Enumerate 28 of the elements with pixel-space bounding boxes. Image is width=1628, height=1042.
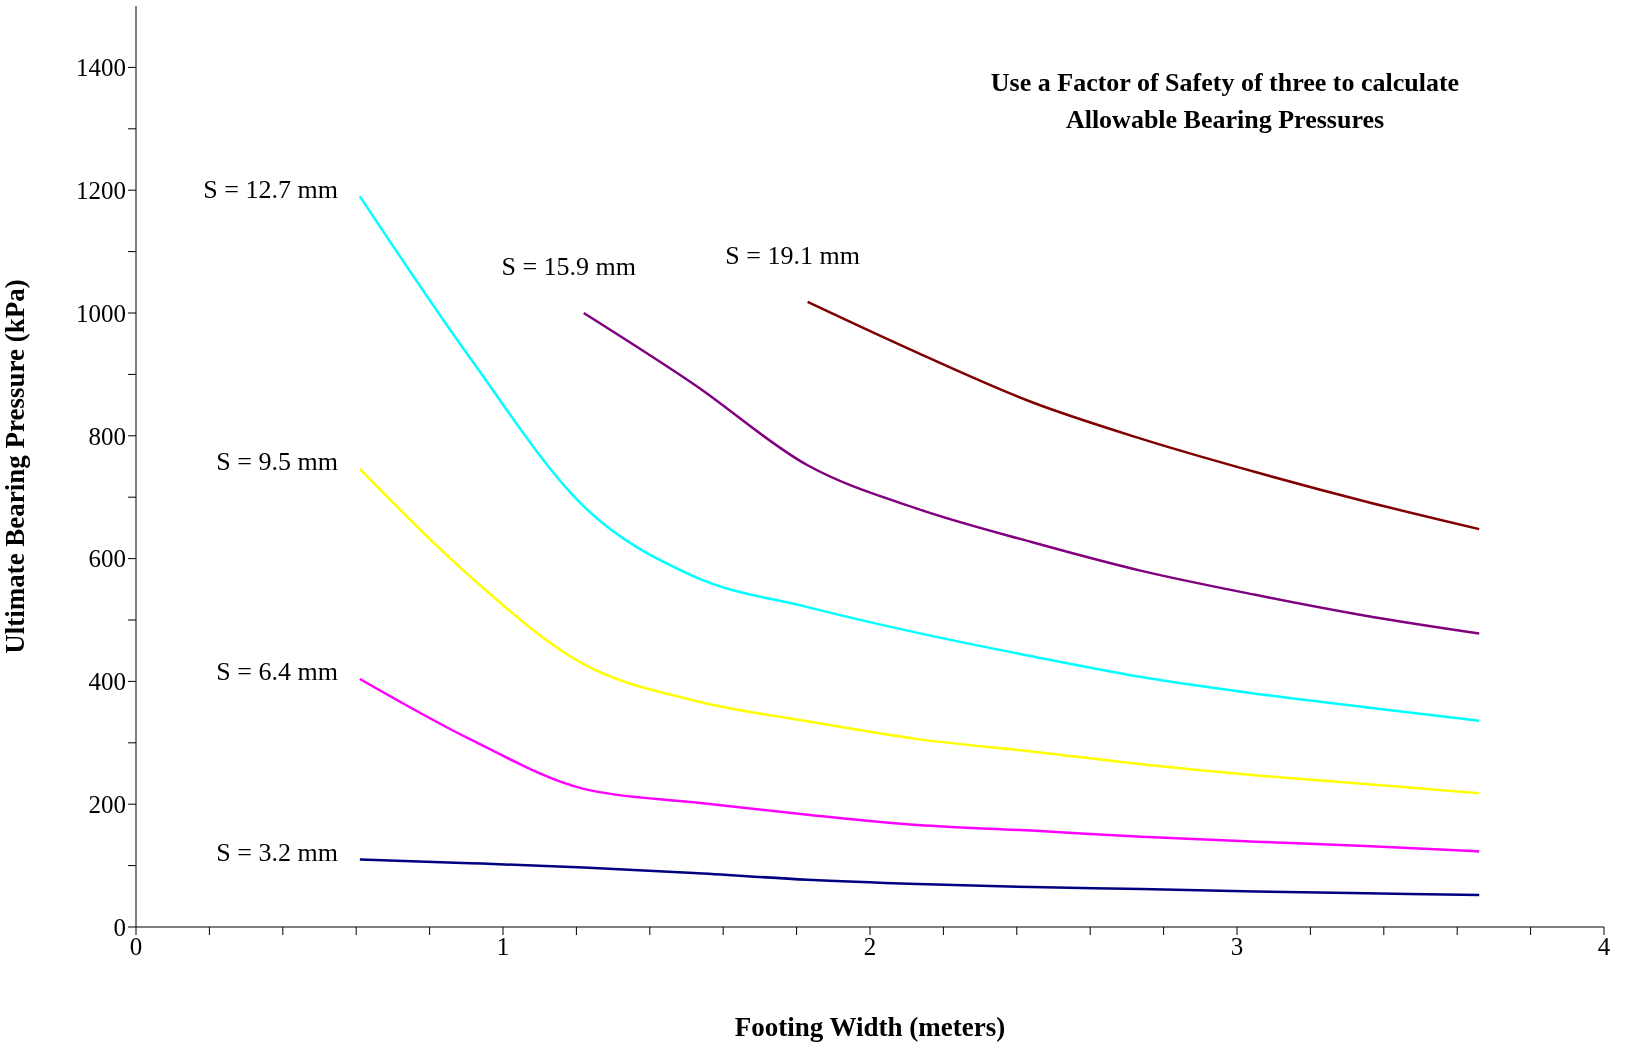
- y-tick-label: 1400: [76, 54, 126, 82]
- x-axis-title: Footing Width (meters): [734, 1012, 1006, 1042]
- y-tick-label: 1200: [76, 177, 126, 205]
- line-series: [358, 467, 1481, 795]
- x-tick-label: 0: [129, 932, 143, 960]
- y-tick-label: 0: [113, 913, 126, 941]
- line-series: [358, 677, 1481, 853]
- series-label: S = 9.5 mm: [216, 447, 338, 477]
- x-tick-label: 2: [863, 932, 877, 960]
- y-tick-label: 400: [88, 668, 126, 696]
- series-label: S = 3.2 mm: [216, 837, 338, 867]
- x-tick-label: 4: [1597, 932, 1611, 960]
- line-series: [358, 858, 1481, 897]
- y-tick-label: 1000: [76, 299, 126, 327]
- series-label: S = 19.1 mm: [725, 240, 860, 270]
- x-tick-label: 1: [496, 932, 510, 960]
- y-tick-label: 600: [88, 545, 126, 573]
- series-label: S = 15.9 mm: [501, 252, 637, 281]
- line-series: [806, 300, 1481, 531]
- y-tick-label: 200: [88, 791, 126, 819]
- x-tick-label: 3: [1230, 932, 1244, 960]
- series-label: S = 12.7 mm: [203, 174, 338, 204]
- series-label: S = 6.4 mm: [216, 657, 338, 687]
- y-axis-title: Ultimate Bearing Pressure (kPa): [0, 279, 30, 654]
- line-series: [358, 195, 1481, 722]
- annotation: Use a Factor of Safety of three to calculate Allowable Bearing Pressures: [989, 67, 1461, 136]
- line-series: [582, 311, 1481, 635]
- y-tick-label: 800: [88, 422, 126, 450]
